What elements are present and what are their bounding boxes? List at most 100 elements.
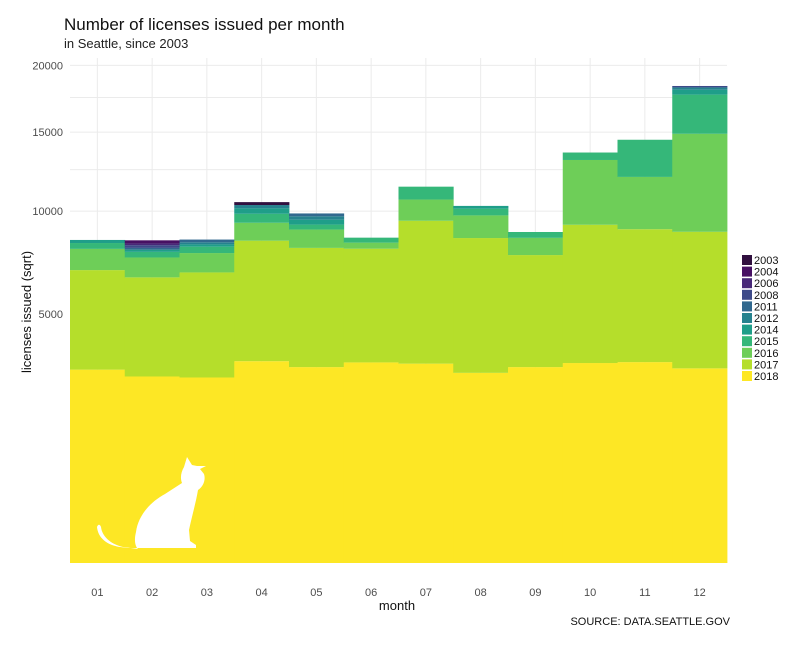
y-tick-label: 5000 [39,309,63,321]
bar-2017-01 [70,270,126,370]
bar-2016-11 [617,176,673,230]
legend-label-2003: 2003 [754,255,778,267]
bar-2016-08 [453,215,509,239]
bar-2015-11 [617,139,673,177]
bar-2012-04 [234,205,290,209]
bar-2018-04 [234,361,290,563]
x-axis: 01 02 03 04 05 06 07 08 09 10 11 12 [91,587,706,599]
bar-2011-03 [179,239,235,243]
bar-2018-01 [70,369,126,563]
chart-subtitle: in Seattle, since 2003 [64,36,188,51]
source-caption: SOURCE: DATA.SEATTLE.GOV [570,616,730,628]
legend-label-2015: 2015 [754,336,778,348]
x-tick-label: 05 [310,587,322,599]
y-tick-label: 10000 [32,206,63,218]
bar-2015-08 [453,208,509,216]
bar-2015-10 [562,152,618,160]
x-tick-label: 06 [365,587,377,599]
bar-2016-05 [289,229,345,248]
x-tick-label: 02 [146,587,158,599]
bar-2012-12 [672,87,728,90]
x-tick-label: 08 [475,587,487,599]
bar-2018-08 [453,372,509,563]
y-axis-title: licenses issued (sqrt) [19,251,34,373]
bar-2003-04 [234,202,290,206]
bar-2018-11 [617,362,673,563]
bar-2016-04 [234,222,290,241]
bar-2017-04 [234,240,290,362]
bar-2017-05 [289,247,345,368]
x-tick-label: 01 [91,587,103,599]
bar-2015-02 [124,251,180,258]
legend: 2003200420062008201120122014201520162017… [742,255,778,383]
x-tick-label: 03 [201,587,213,599]
legend-swatch-2014 [742,324,752,335]
y-tick-label: 20000 [32,60,63,72]
bar-2017-12 [672,231,728,369]
bar-2017-07 [398,220,454,364]
bar-2017-09 [508,255,564,368]
bar-2018-09 [508,367,564,563]
bar-2018-10 [562,363,618,563]
y-axis: 5000 10000 15000 20000 [32,60,63,321]
legend-swatch-2011 [742,301,752,312]
legend-swatch-2018 [742,371,752,381]
bar-2015-06 [343,237,399,243]
bar-2008-12 [672,85,728,88]
legend-label-2011: 2011 [754,301,778,313]
legend-label-2017: 2017 [754,359,778,371]
bars [70,85,728,563]
legend-swatch-2017 [742,359,752,370]
legend-swatch-2008 [742,289,752,300]
y-tick-label: 15000 [32,127,63,139]
bar-2015-03 [179,246,235,254]
cat-silhouette-icon [97,457,206,549]
legend-label-2014: 2014 [754,325,778,337]
x-tick-label: 11 [639,587,650,599]
legend-label-2012: 2012 [754,313,778,325]
x-tick-label: 04 [256,587,268,599]
bar-2017-10 [562,224,618,364]
bar-2015-07 [398,186,454,200]
legend-swatch-2006 [742,278,752,289]
legend-label-2004: 2004 [754,267,778,279]
bar-2018-07 [398,363,454,563]
bar-2012-03 [179,242,235,245]
bar-2015-01 [70,243,126,249]
bar-2015-09 [508,231,564,238]
bar-2018-06 [343,362,399,563]
legend-label-2018: 2018 [754,371,778,383]
legend-swatch-2016 [742,347,752,358]
bar-2016-07 [398,199,454,221]
bar-2011-02 [124,247,180,250]
bar-2008-02 [124,245,180,248]
bar-2015-04 [234,213,290,223]
bar-2016-02 [124,257,180,278]
bar-2018-05 [289,367,345,563]
bar-2017-03 [179,272,235,378]
x-tick-label: 12 [694,587,706,599]
bar-2016-03 [179,253,235,273]
bar-2014-02 [124,249,180,252]
bar-2016-06 [343,242,399,249]
legend-swatch-2012 [742,313,752,323]
bar-2016-12 [672,133,728,232]
bar-2015-05 [289,224,345,230]
x-tick-label: 07 [420,587,432,599]
bar-2014-01 [70,239,126,244]
x-axis-title: month [379,598,415,613]
bar-2015-12 [672,94,728,134]
bar-2004-02 [124,240,180,244]
chart-title: Number of licenses issued per month [64,15,345,34]
bar-2014-04 [234,208,290,214]
bar-2017-06 [343,248,399,363]
bar-2018-12 [672,368,728,563]
bar-2016-10 [562,159,618,225]
bar-2014-08 [453,205,509,209]
x-tick-label: 10 [584,587,596,599]
bar-2017-02 [124,277,180,377]
x-tick-label: 09 [529,587,541,599]
bar-2014-03 [179,244,235,247]
bar-2006-02 [124,243,180,246]
